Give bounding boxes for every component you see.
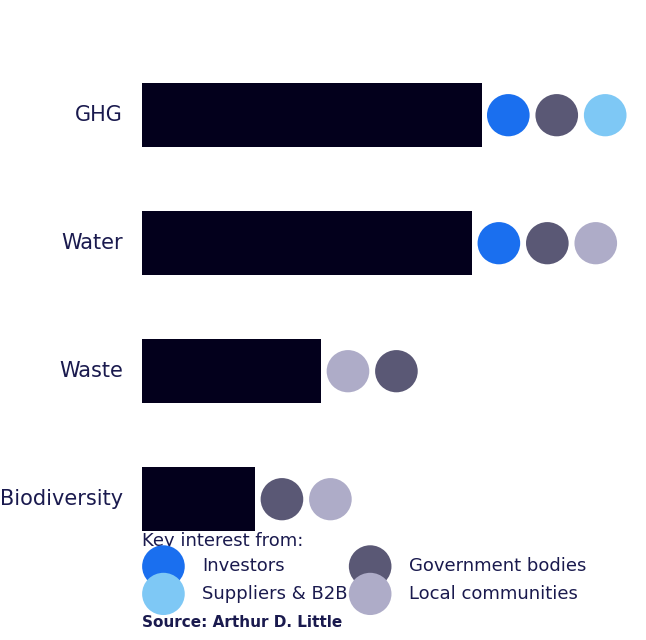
FancyBboxPatch shape (142, 83, 482, 147)
Circle shape (526, 222, 568, 264)
Text: Investors: Investors (202, 557, 284, 575)
Text: Government bodies: Government bodies (408, 557, 586, 575)
Circle shape (477, 222, 520, 264)
FancyBboxPatch shape (142, 211, 472, 275)
Text: Source: Arthur D. Little: Source: Arthur D. Little (142, 614, 342, 630)
Circle shape (349, 545, 391, 588)
Circle shape (487, 94, 530, 136)
Circle shape (574, 222, 617, 264)
Circle shape (142, 573, 185, 615)
Text: Waste: Waste (59, 361, 123, 381)
Circle shape (309, 478, 351, 520)
Text: Key interest from:: Key interest from: (142, 532, 304, 550)
FancyBboxPatch shape (142, 339, 321, 403)
Text: Water: Water (61, 233, 123, 253)
Circle shape (327, 350, 370, 392)
Circle shape (375, 350, 418, 392)
Text: Biodiversity: Biodiversity (0, 489, 123, 509)
Circle shape (349, 573, 391, 615)
Text: GHG: GHG (75, 105, 123, 125)
Text: Suppliers & B2B: Suppliers & B2B (202, 585, 348, 603)
Circle shape (260, 478, 303, 520)
Circle shape (536, 94, 578, 136)
Text: Local communities: Local communities (408, 585, 578, 603)
FancyBboxPatch shape (142, 467, 255, 531)
Circle shape (584, 94, 627, 136)
Circle shape (142, 545, 185, 588)
